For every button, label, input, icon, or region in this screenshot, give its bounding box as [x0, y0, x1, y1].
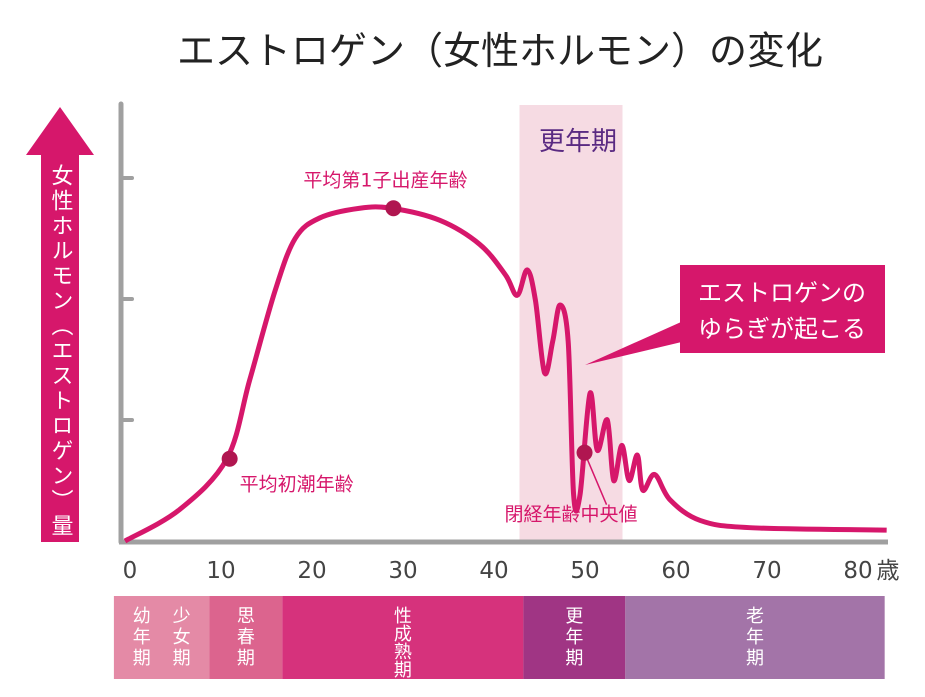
annotation-marker — [385, 200, 402, 217]
x-tick-label: 50 — [570, 558, 599, 584]
x-tick-label: 10 — [206, 558, 235, 584]
x-tick-label: 20 — [297, 558, 326, 584]
x-tick-label: 30 — [388, 558, 417, 584]
callout-text: ゆらぎが起こる — [698, 315, 866, 343]
life-stage-label-char: 期 — [237, 648, 255, 669]
life-stage-label-char: 性 — [394, 606, 412, 627]
life-stage-label-char: 更 — [565, 606, 583, 627]
life-stage-label-char: 春 — [237, 627, 255, 648]
estrogen-line — [123, 204, 887, 544]
life-stage-label-char: 期 — [565, 648, 583, 669]
annotation-marker — [576, 444, 593, 461]
life-stage-label-char: 期 — [394, 660, 412, 681]
annotation-label: 平均初潮年齢 — [240, 474, 354, 496]
x-tick-label: 80 — [843, 558, 872, 584]
callout-box — [680, 265, 885, 353]
life-stage-label-char: 少 — [173, 606, 191, 627]
life-stage-label-char: 期 — [173, 648, 191, 669]
callout-tail — [585, 318, 690, 365]
y-axis-label: 女性ホルモン（エストロゲン）量 — [48, 164, 74, 539]
y-axis-arrow — [26, 107, 94, 542]
life-stage-label-char: 熟 — [394, 642, 412, 663]
life-stage-label-char: 年 — [565, 627, 583, 648]
menopause-band-label: 更年期 — [539, 127, 617, 157]
annotation-leader — [583, 452, 608, 505]
life-stage-label-char: 幼 — [133, 606, 151, 627]
life-stage-segment — [113, 596, 210, 679]
life-stage-segment — [523, 596, 626, 679]
annotation-label: 平均第1子出産年齢 — [303, 169, 467, 191]
life-stage-segment — [209, 596, 283, 679]
x-tick-label: 40 — [479, 558, 508, 584]
life-stage-label-char: 思 — [237, 606, 255, 627]
life-stage-label-char: 年 — [133, 627, 151, 648]
x-tick-label: 70 — [752, 558, 781, 584]
life-stage-segment — [625, 596, 885, 679]
life-stage-label-char: 成 — [394, 624, 412, 645]
x-tick-label: 60 — [661, 558, 690, 584]
x-tick-label: 0 — [123, 558, 138, 584]
life-stage-label-char: 女 — [173, 627, 191, 648]
chart-title: エストロゲン（女性ホルモン）の変化 — [177, 29, 823, 73]
x-axis-unit: 歳 — [877, 558, 900, 584]
life-stage-label-char: 期 — [133, 648, 151, 669]
life-stage-label-char: 期 — [746, 648, 764, 669]
annotation-label: 閉経年齢中央値 — [505, 504, 638, 526]
life-stage-label-char: 年 — [746, 627, 764, 648]
annotation-marker — [221, 450, 238, 467]
callout-text: エストロゲンの — [698, 279, 866, 307]
life-stage-label-char: 老 — [746, 606, 764, 627]
life-stage-segment — [282, 596, 524, 679]
